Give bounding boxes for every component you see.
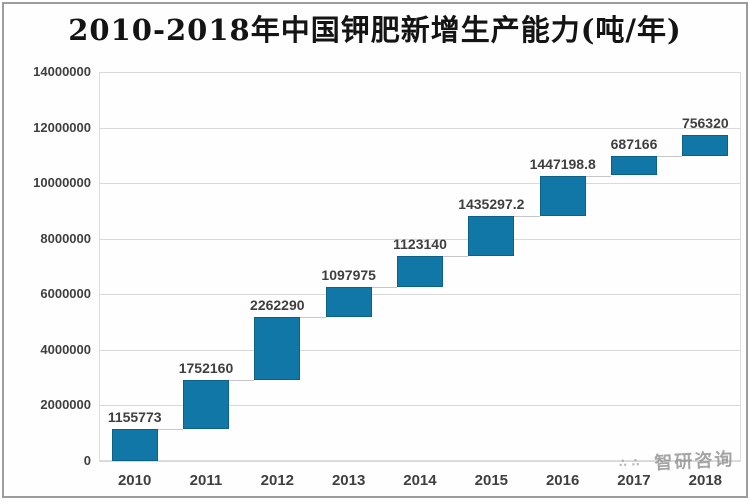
x-axis-tick-label: 2014	[403, 472, 437, 489]
gridline	[99, 183, 741, 185]
waterfall-connector	[157, 428, 183, 430]
waterfall-connector	[514, 215, 540, 217]
y-axis-tick-label: 6000000	[40, 286, 91, 302]
bar-value-label: 2262290	[250, 297, 305, 314]
gridline	[99, 72, 741, 73]
y-axis-tick-label: 2000000	[40, 397, 91, 413]
y-axis-tick-label: 10000000	[33, 175, 91, 191]
bar-value-label: 756320	[681, 115, 729, 132]
bar	[539, 175, 586, 216]
y-axis-tick-label: 14000000	[33, 64, 91, 79]
gridline	[99, 294, 741, 296]
waterfall-connector	[371, 286, 397, 288]
y-axis-tick-label: 12000000	[33, 119, 91, 135]
x-axis-tick-label: 2017	[617, 472, 651, 489]
bar	[611, 156, 657, 176]
bar-value-label: 687166	[610, 136, 658, 153]
waterfall-connector	[443, 255, 469, 257]
bar-value-label: 1752160	[178, 360, 234, 377]
y-axis-tick-label: 8000000	[40, 230, 91, 246]
bar	[325, 286, 372, 318]
x-axis-tick-label: 2013	[331, 472, 366, 489]
gridline	[99, 127, 741, 129]
bar	[254, 317, 301, 381]
x-axis-tick-label: 2012	[260, 472, 295, 489]
bar	[682, 135, 729, 157]
chart-title: 2010-2018年中国钾肥新增生产能力(吨/年)	[68, 13, 682, 47]
bar-value-label: 1155773	[107, 408, 162, 425]
gridline	[99, 238, 741, 240]
x-axis-tick-label: 2010	[117, 472, 152, 489]
bar	[183, 380, 229, 429]
waterfall-connector	[585, 175, 611, 177]
plot-area: 1155773 1752160 2262290 1097975 1123140 14352…	[4, 4, 750, 504]
bar-value-label: 1097975	[321, 266, 376, 283]
watermark-logo-icon: ∴ ∴	[618, 456, 641, 471]
waterfall-connector	[300, 317, 326, 319]
x-axis-tick-label: 2016	[545, 472, 580, 489]
bar-value-label: 1435297.2	[458, 195, 525, 212]
x-axis-tick-label: 2011	[189, 472, 223, 489]
x-axis-tick-label: 2018	[688, 472, 723, 489]
bar-value-label: 1447198.8	[529, 155, 596, 172]
waterfall-connector	[657, 156, 683, 158]
bar	[468, 215, 515, 256]
x-axis-tick-label: 2015	[474, 472, 509, 489]
bar	[111, 428, 158, 461]
bar	[397, 255, 443, 287]
y-axis-tick-label: 4000000	[40, 341, 91, 357]
chart-frame: 2010-2018年中国钾肥新增生产能力(吨/年) 1155773 1752160…	[2, 2, 748, 498]
gridline	[99, 461, 741, 462]
bar-value-label: 1123140	[393, 235, 447, 252]
gridline	[99, 405, 741, 407]
watermark-text: 智研咨询	[653, 448, 735, 474]
waterfall-connector	[229, 380, 255, 382]
gridline	[99, 349, 741, 351]
y-axis-tick-label: 0	[83, 453, 91, 468]
